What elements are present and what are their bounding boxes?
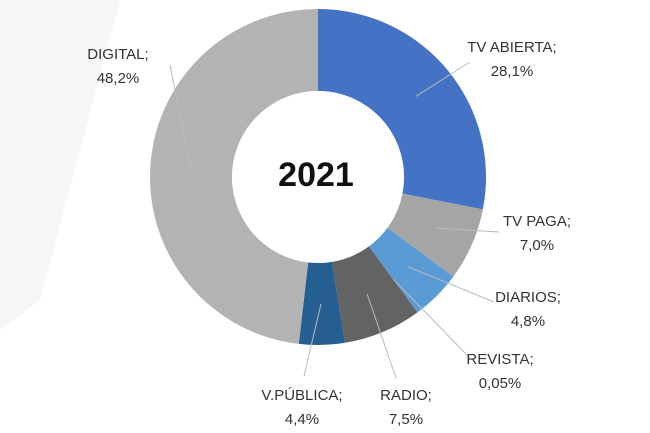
slice <box>369 227 454 313</box>
slice <box>298 261 346 346</box>
slice <box>331 246 418 343</box>
category-label: TV ABIERTA; <box>467 39 556 56</box>
leader-line <box>366 293 397 379</box>
category-label: DIARIOS; <box>495 289 561 306</box>
category-label: DIGITAL; <box>87 46 148 63</box>
value-label: 48,2% <box>97 70 140 87</box>
leader-line <box>415 61 471 97</box>
value-label: 4,4% <box>285 411 319 428</box>
donut-hole <box>232 91 404 263</box>
slice <box>318 9 486 210</box>
value-label: 7,5% <box>389 411 423 428</box>
slice <box>387 193 483 277</box>
category-label: RADIO; <box>380 387 432 404</box>
leader-line <box>434 227 500 233</box>
value-label: 0,05% <box>479 375 522 392</box>
value-label: 28,1% <box>491 63 534 80</box>
category-label: TV PAGA; <box>503 213 571 230</box>
value-label: 4,8% <box>511 313 545 330</box>
value-label: 7,0% <box>520 237 554 254</box>
center-label: 2021 <box>278 156 354 194</box>
leader-line <box>303 303 322 377</box>
leader-line <box>392 278 471 359</box>
background-shape <box>0 0 120 330</box>
leader-line <box>169 64 192 170</box>
leader-line <box>407 266 495 303</box>
category-label: V.PÚBLICA; <box>261 387 342 404</box>
category-label: REVISTA; <box>466 351 533 368</box>
slice <box>149 9 318 344</box>
